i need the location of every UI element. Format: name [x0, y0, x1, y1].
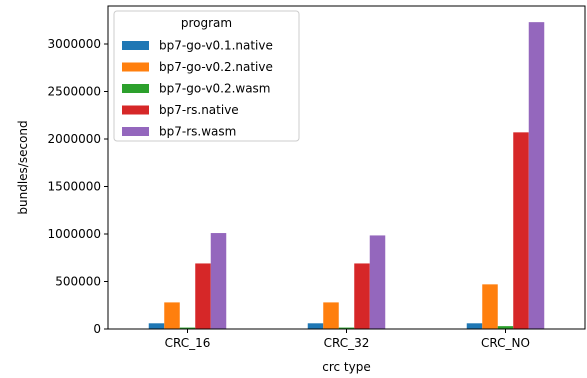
- legend-entry-label: bp7-go-v0.2.native: [159, 60, 273, 74]
- y-tick-label: 500000: [55, 275, 101, 289]
- bar-crc-no-series-4: [513, 132, 529, 329]
- bar-crc-16-series-3: [179, 327, 196, 329]
- x-tick-label: CRC_NO: [481, 336, 530, 350]
- y-tick-label: 1500000: [48, 180, 101, 194]
- bar-crc-32-series-4: [354, 263, 370, 329]
- legend-box: [113, 10, 300, 142]
- bar-crc-16-series-5: [210, 233, 227, 329]
- bar-crc-16-series-4: [195, 263, 211, 329]
- bar-crc-32-series-5: [369, 235, 386, 329]
- bar-crc-no-series-3: [497, 326, 514, 329]
- y-tick-label: 3000000: [48, 37, 101, 51]
- bar-crc-32-series-3: [338, 327, 355, 329]
- x-tick-label: CRC_32: [324, 336, 370, 350]
- legend-swatch: [122, 127, 149, 136]
- bar-crc-16-series-2: [164, 302, 180, 329]
- bar-crc-no-series-5: [528, 22, 545, 330]
- y-tick-label: 0: [93, 322, 101, 336]
- legend-entry-label: bp7-rs.native: [159, 103, 239, 117]
- bar-crc-32-series-2: [323, 302, 339, 329]
- legend-entry-label: bp7-go-v0.2.wasm: [159, 82, 271, 96]
- bars-layer: [148, 22, 545, 330]
- legend-swatch: [122, 84, 149, 93]
- bar-crc-32-series-1: [307, 323, 324, 329]
- y-tick-label: 2000000: [48, 132, 101, 146]
- y-axis-label: bundles/second: [16, 120, 30, 214]
- x-tick-label: CRC_16: [165, 336, 211, 350]
- legend: program bp7-go-v0.1.native bp7-go-v0.2.na…: [113, 10, 300, 142]
- legend-swatch: [122, 62, 149, 72]
- bar-crc-16-series-1: [148, 323, 165, 329]
- x-axis-label: crc type: [322, 360, 371, 374]
- legend-swatch: [122, 41, 149, 50]
- bar-crc-no-series-1: [466, 323, 483, 329]
- legend-entry-label: bp7-rs.wasm: [159, 125, 236, 139]
- legend-entry-label: bp7-go-v0.1.native: [159, 39, 273, 53]
- axes-layer: 0 500000 1000000 1500000 2000000 2500000 30000…: [48, 5, 586, 350]
- y-tick-label: 1000000: [48, 227, 101, 241]
- legend-swatch: [122, 105, 149, 115]
- legend-title: program: [181, 16, 232, 30]
- bar-crc-no-series-2: [482, 284, 498, 329]
- y-tick-label: 2500000: [48, 85, 101, 99]
